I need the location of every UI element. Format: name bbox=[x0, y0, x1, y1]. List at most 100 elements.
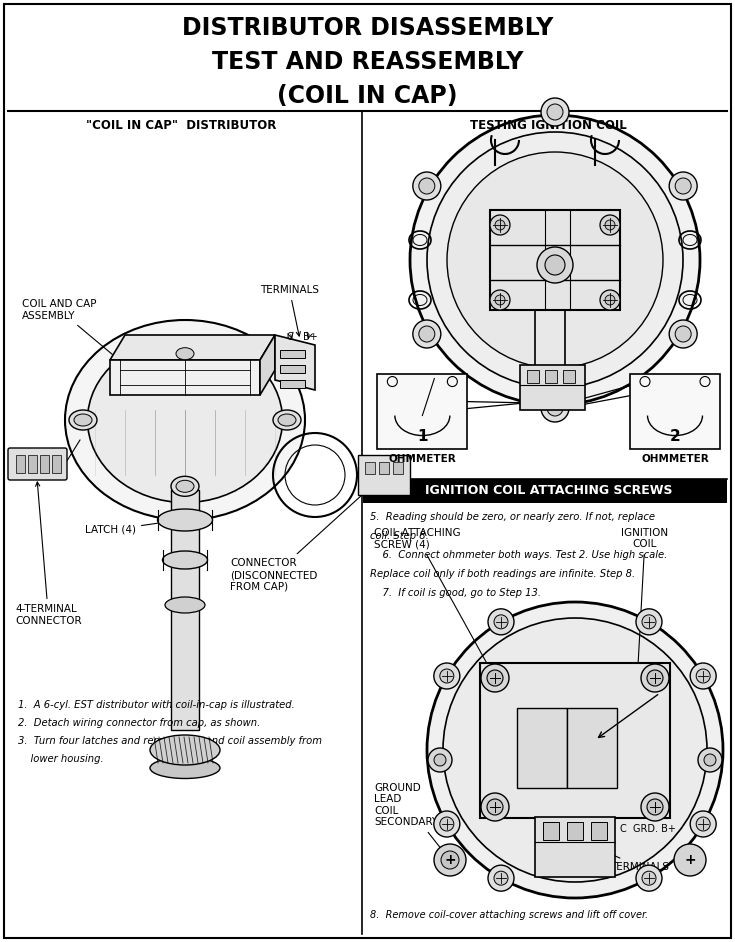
Circle shape bbox=[647, 799, 663, 815]
Text: LATCH (4): LATCH (4) bbox=[85, 519, 176, 535]
Text: Replace coil only if both readings are infinite. Step 8.: Replace coil only if both readings are i… bbox=[370, 569, 636, 578]
Polygon shape bbox=[275, 335, 315, 390]
Bar bbox=[28, 455, 37, 473]
Circle shape bbox=[413, 320, 441, 348]
Circle shape bbox=[481, 793, 509, 821]
Bar bbox=[545, 370, 557, 383]
Ellipse shape bbox=[150, 757, 220, 778]
Ellipse shape bbox=[171, 344, 199, 364]
Text: B+: B+ bbox=[303, 332, 318, 342]
Bar bbox=[280, 350, 305, 358]
Circle shape bbox=[487, 799, 503, 815]
Circle shape bbox=[541, 394, 569, 422]
Bar bbox=[379, 462, 389, 474]
Bar bbox=[490, 210, 620, 310]
Circle shape bbox=[541, 98, 569, 126]
Bar bbox=[363, 479, 727, 502]
Text: TERMINALS: TERMINALS bbox=[260, 285, 319, 336]
Circle shape bbox=[641, 793, 669, 821]
Text: OHMMETER: OHMMETER bbox=[389, 453, 456, 463]
Ellipse shape bbox=[69, 410, 97, 430]
Circle shape bbox=[434, 811, 460, 837]
Circle shape bbox=[647, 670, 663, 686]
Ellipse shape bbox=[273, 410, 301, 430]
Text: IGNITION
COIL: IGNITION COIL bbox=[621, 528, 669, 716]
Circle shape bbox=[413, 172, 441, 200]
Ellipse shape bbox=[65, 320, 305, 520]
Text: DISTRIBUTOR DISASSEMBLY: DISTRIBUTOR DISASSEMBLY bbox=[182, 16, 553, 40]
Circle shape bbox=[636, 865, 662, 891]
Circle shape bbox=[443, 618, 707, 882]
Text: +: + bbox=[444, 853, 456, 867]
Text: 8.  Remove coil-cover attaching screws and lift off cover.: 8. Remove coil-cover attaching screws an… bbox=[370, 910, 648, 920]
Bar bbox=[543, 822, 559, 840]
Circle shape bbox=[441, 851, 459, 869]
Circle shape bbox=[696, 669, 710, 683]
Circle shape bbox=[547, 104, 563, 120]
Text: 1.  A 6-cyl. EST distributor with coil-in-cap is illustrated.: 1. A 6-cyl. EST distributor with coil-in… bbox=[18, 700, 295, 710]
Circle shape bbox=[490, 215, 510, 235]
Circle shape bbox=[487, 670, 503, 686]
Text: COIL ATTACHING
SCREW (4): COIL ATTACHING SCREW (4) bbox=[374, 528, 493, 674]
Circle shape bbox=[641, 664, 669, 692]
Text: CONNECTOR
(DISCONNECTED
FROM CAP): CONNECTOR (DISCONNECTED FROM CAP) bbox=[230, 478, 381, 592]
FancyBboxPatch shape bbox=[8, 448, 67, 480]
Circle shape bbox=[545, 255, 565, 275]
Bar bbox=[480, 663, 670, 818]
Text: 2: 2 bbox=[670, 429, 681, 444]
Circle shape bbox=[642, 871, 656, 885]
Text: "COIL IN CAP"  DISTRIBUTOR: "COIL IN CAP" DISTRIBUTOR bbox=[86, 119, 276, 132]
Text: 1: 1 bbox=[417, 429, 428, 444]
Polygon shape bbox=[110, 335, 275, 360]
Ellipse shape bbox=[176, 480, 194, 493]
Text: 3.  Turn four latches and remove cap and coil assembly from: 3. Turn four latches and remove cap and … bbox=[18, 736, 322, 746]
Circle shape bbox=[690, 811, 716, 837]
Circle shape bbox=[434, 754, 446, 766]
Polygon shape bbox=[260, 335, 275, 395]
Text: TESTING IGNITION COIL: TESTING IGNITION COIL bbox=[470, 119, 627, 132]
Circle shape bbox=[434, 844, 466, 876]
Text: TEST AND REASSEMBLY: TEST AND REASSEMBLY bbox=[212, 50, 523, 74]
Bar bbox=[563, 370, 575, 383]
Circle shape bbox=[434, 663, 460, 689]
Circle shape bbox=[690, 663, 716, 689]
Circle shape bbox=[447, 152, 663, 368]
Circle shape bbox=[698, 748, 722, 772]
Bar bbox=[52, 455, 61, 473]
Ellipse shape bbox=[74, 414, 92, 426]
Bar bbox=[630, 374, 720, 448]
Text: 4.  Connect ohmmeter. Test 1.: 4. Connect ohmmeter. Test 1. bbox=[370, 493, 521, 502]
Text: OHMMETER: OHMMETER bbox=[641, 453, 709, 463]
Text: coil. Step 8.: coil. Step 8. bbox=[370, 530, 429, 541]
Bar bbox=[517, 708, 567, 788]
Ellipse shape bbox=[165, 597, 205, 613]
Text: +: + bbox=[684, 853, 696, 867]
Ellipse shape bbox=[171, 477, 199, 496]
Circle shape bbox=[494, 615, 508, 629]
Text: TERMINALS: TERMINALS bbox=[599, 849, 670, 872]
Ellipse shape bbox=[278, 414, 296, 426]
Ellipse shape bbox=[87, 337, 282, 502]
Text: 6.  Connect ohmmeter both ways. Test 2. Use high scale.: 6. Connect ohmmeter both ways. Test 2. U… bbox=[370, 549, 667, 560]
Bar bbox=[40, 455, 49, 473]
Circle shape bbox=[427, 132, 683, 388]
Circle shape bbox=[427, 602, 723, 898]
Circle shape bbox=[490, 290, 510, 310]
Bar bbox=[591, 822, 607, 840]
Bar bbox=[377, 374, 467, 448]
Circle shape bbox=[605, 220, 615, 230]
FancyBboxPatch shape bbox=[358, 455, 410, 495]
Circle shape bbox=[600, 290, 620, 310]
Circle shape bbox=[600, 215, 620, 235]
Text: (COIL IN CAP): (COIL IN CAP) bbox=[277, 84, 458, 108]
Text: GROUND
LEAD
COIL
SECONDARY: GROUND LEAD COIL SECONDARY bbox=[374, 783, 448, 857]
Circle shape bbox=[481, 664, 509, 692]
Ellipse shape bbox=[150, 735, 220, 765]
Circle shape bbox=[696, 817, 710, 831]
Circle shape bbox=[488, 609, 514, 635]
Bar bbox=[16, 455, 25, 473]
Circle shape bbox=[410, 115, 700, 405]
Bar bbox=[527, 370, 539, 383]
Polygon shape bbox=[110, 360, 260, 395]
Ellipse shape bbox=[162, 551, 207, 569]
